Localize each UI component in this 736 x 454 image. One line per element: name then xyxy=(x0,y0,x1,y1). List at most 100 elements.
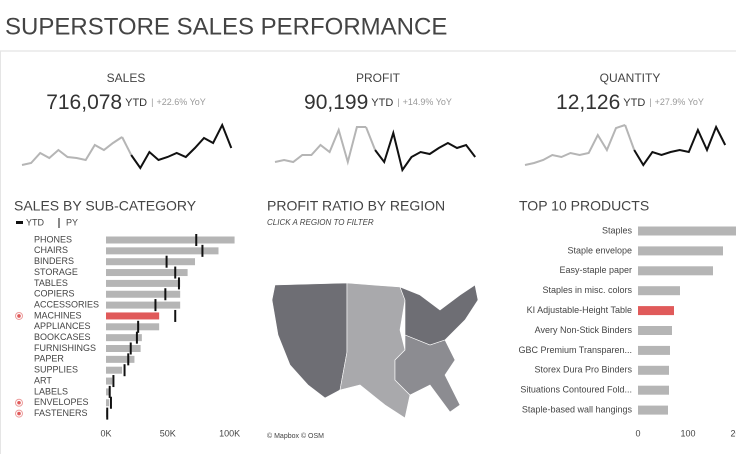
bar xyxy=(106,301,181,309)
kpi-period: YTD xyxy=(623,97,645,109)
dashboard-title: SUPERSTORE SALES PERFORMANCE xyxy=(5,13,447,40)
region-east[interactable] xyxy=(399,284,479,346)
alert-ring xyxy=(15,311,23,320)
category-label: Avery Non-Stick Binders xyxy=(535,325,633,335)
category-label: KI Adjustable-Height Table xyxy=(527,305,632,315)
bar xyxy=(106,312,160,320)
kpi-sep: | xyxy=(397,97,399,107)
bar xyxy=(638,306,674,316)
legend-label: PY xyxy=(66,217,78,227)
category-label: Easy-staple paper xyxy=(559,265,632,275)
section-subtitle: CLICK A REGION TO FILTER xyxy=(267,218,374,227)
bar xyxy=(106,345,141,352)
bar xyxy=(106,377,113,385)
x-tick-label: 0K xyxy=(100,428,111,438)
category-label: GBC Premium Transparen... xyxy=(518,345,632,355)
x-tick-label: 200 xyxy=(730,428,736,438)
kpi-sep: | xyxy=(649,97,651,107)
bar xyxy=(106,258,196,266)
category-label: PAPER xyxy=(34,354,64,364)
category-label: PHONES xyxy=(34,234,72,244)
kpi-number: 90,199 xyxy=(304,91,368,114)
category-label: BOOKCASES xyxy=(34,332,91,342)
category-label: CHAIRS xyxy=(34,245,68,255)
kpi-quantity: QUANTITY 12,126 YTD | +27.9% YoY xyxy=(556,71,704,113)
kpi-value: 12,126 YTD | +27.9% YoY xyxy=(556,91,704,114)
x-tick-label: 0 xyxy=(635,428,640,438)
bar xyxy=(638,286,680,296)
category-label: Staples xyxy=(602,225,633,235)
category-label: Staple envelope xyxy=(567,245,632,255)
category-label: STORAGE xyxy=(34,267,78,277)
legend-label: YTD xyxy=(26,217,45,227)
category-label: Situations Contoured Fold... xyxy=(520,385,632,395)
bar xyxy=(638,405,668,415)
alert-ring xyxy=(15,398,23,407)
section-title: SALES BY SUB-CATEGORY xyxy=(14,198,197,214)
sparkline-connector xyxy=(624,124,636,151)
kpi-number: 716,078 xyxy=(46,91,122,114)
region-map[interactable] xyxy=(271,282,479,419)
kpi-change: +27.9% YoY xyxy=(655,97,704,107)
sparkline-connector xyxy=(121,136,133,156)
alert-ring xyxy=(15,409,23,418)
sparkline-ytd xyxy=(374,129,476,173)
bar xyxy=(638,345,670,355)
bar xyxy=(638,326,672,335)
sparkline-ytd xyxy=(633,124,727,167)
region-south[interactable] xyxy=(394,334,461,413)
x-tick-label: 100 xyxy=(680,428,695,438)
bar xyxy=(638,266,713,276)
category-label: BINDERS xyxy=(34,256,74,266)
bar xyxy=(106,334,142,342)
bar xyxy=(638,226,736,236)
kpi-label: PROFIT xyxy=(356,71,401,85)
bar xyxy=(106,236,235,244)
kpi-period: YTD xyxy=(125,97,147,109)
x-tick-label: 50K xyxy=(160,428,176,438)
category-label: LABELS xyxy=(34,386,68,396)
bar xyxy=(106,399,110,407)
category-label: MACHINES xyxy=(34,310,82,320)
bar xyxy=(106,247,219,255)
map-credit: © Mapbox © OSM xyxy=(267,432,324,440)
category-label: Storex Dura Pro Binders xyxy=(534,365,632,375)
category-label: APPLIANCES xyxy=(34,321,91,331)
sparkline-connector xyxy=(365,126,377,151)
sparkline-ytd xyxy=(130,122,233,170)
category-label: ART xyxy=(34,375,52,385)
kpi-value: 90,199 YTD | +14.9% YoY xyxy=(304,91,452,114)
category-label: COPIERS xyxy=(34,289,75,299)
bar xyxy=(106,355,135,363)
category-label: ACCESSORIES xyxy=(34,299,99,309)
sparkline-py xyxy=(21,136,123,166)
bar xyxy=(106,290,181,298)
category-label: Staple-based wall hangings xyxy=(522,404,633,414)
category-label: FASTENERS xyxy=(34,408,88,418)
sparkline-py xyxy=(524,124,626,166)
bar xyxy=(638,365,669,375)
category-label: Staples in misc. colors xyxy=(542,285,632,295)
category-label: FURNISHINGS xyxy=(34,343,96,353)
kpi-label: SALES xyxy=(107,71,146,85)
bar xyxy=(106,388,110,396)
x-tick-label: 100K xyxy=(219,428,240,438)
bar xyxy=(106,366,123,374)
bar xyxy=(106,279,181,287)
section-title: TOP 10 PRODUCTS xyxy=(519,198,649,214)
kpi-change: +22.6% YoY xyxy=(156,97,205,107)
kpi-profit: PROFIT 90,199 YTD | +14.9% YoY xyxy=(304,71,452,113)
kpi-label: QUANTITY xyxy=(600,71,661,85)
section-title: PROFIT RATIO BY REGION xyxy=(267,198,445,214)
alert-dot xyxy=(17,314,21,318)
legend-swatch xyxy=(16,221,23,224)
kpi-change: +14.9% YoY xyxy=(403,97,452,107)
bar xyxy=(106,323,160,331)
category-label: ENVELOPES xyxy=(34,397,89,407)
alert-dot xyxy=(17,400,21,405)
alert-dot xyxy=(17,411,21,416)
sparkline-py xyxy=(274,126,366,166)
bar xyxy=(106,269,188,277)
kpi-number: 12,126 xyxy=(556,91,620,114)
